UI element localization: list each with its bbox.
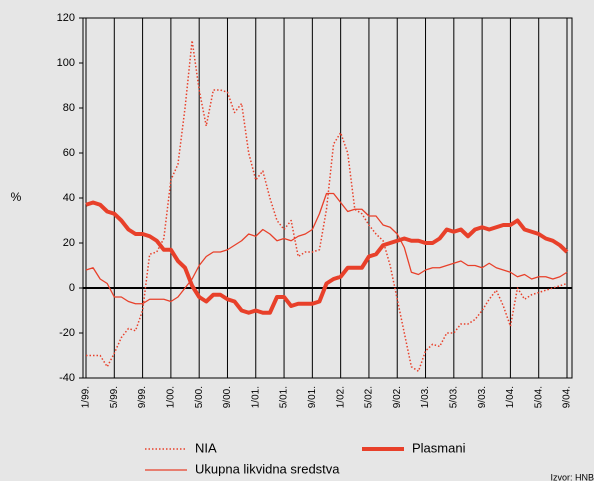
- y-tick-label: -20: [59, 327, 75, 339]
- x-tick-label: 1/99.: [81, 386, 92, 408]
- x-tick-label: 1/03.: [420, 386, 431, 408]
- y-tick-label: 20: [63, 237, 75, 249]
- x-tick-label: 5/00.: [194, 386, 205, 408]
- y-tick-label: 0: [69, 282, 75, 294]
- y-axis-label: %: [11, 190, 22, 204]
- x-tick-label: 1/01.: [250, 386, 261, 408]
- series-line: [85, 192, 568, 305]
- x-tick-label: 1/04.: [505, 386, 516, 408]
- series-line: [85, 200, 569, 315]
- legend-label: Ukupna likvidna sredstva: [195, 461, 340, 476]
- x-tick-label: 9/04.: [562, 386, 573, 408]
- y-tick-label: 100: [57, 57, 75, 69]
- legend-label: NIA: [195, 440, 217, 455]
- x-tick-label: 1/00.: [166, 386, 177, 408]
- x-tick-label: 9/00.: [222, 386, 233, 408]
- x-tick-label: 1/02.: [335, 386, 346, 408]
- y-tick-label: 120: [57, 12, 75, 24]
- legend-label: Plasmani: [412, 440, 466, 455]
- x-tick-label: 5/99.: [109, 386, 120, 408]
- x-tick-label: 5/03.: [448, 386, 459, 408]
- y-tick-label: 80: [63, 102, 75, 114]
- y-tick-label: 60: [63, 147, 75, 159]
- x-tick-label: 5/04.: [533, 386, 544, 408]
- x-tick-label: 5/01.: [279, 386, 290, 408]
- series-line: [86, 39, 568, 372]
- x-tick-label: 9/02.: [392, 386, 403, 408]
- source-note: Izvor: HNB: [550, 472, 594, 481]
- y-tick-label: -40: [59, 372, 75, 384]
- y-tick-label: 40: [63, 192, 75, 204]
- x-tick-label: 5/02.: [364, 386, 375, 408]
- x-tick-label: 9/03.: [477, 386, 488, 408]
- x-tick-label: 9/99.: [137, 386, 148, 408]
- x-tick-label: 9/01.: [307, 386, 318, 408]
- plot-border: [82, 17, 573, 379]
